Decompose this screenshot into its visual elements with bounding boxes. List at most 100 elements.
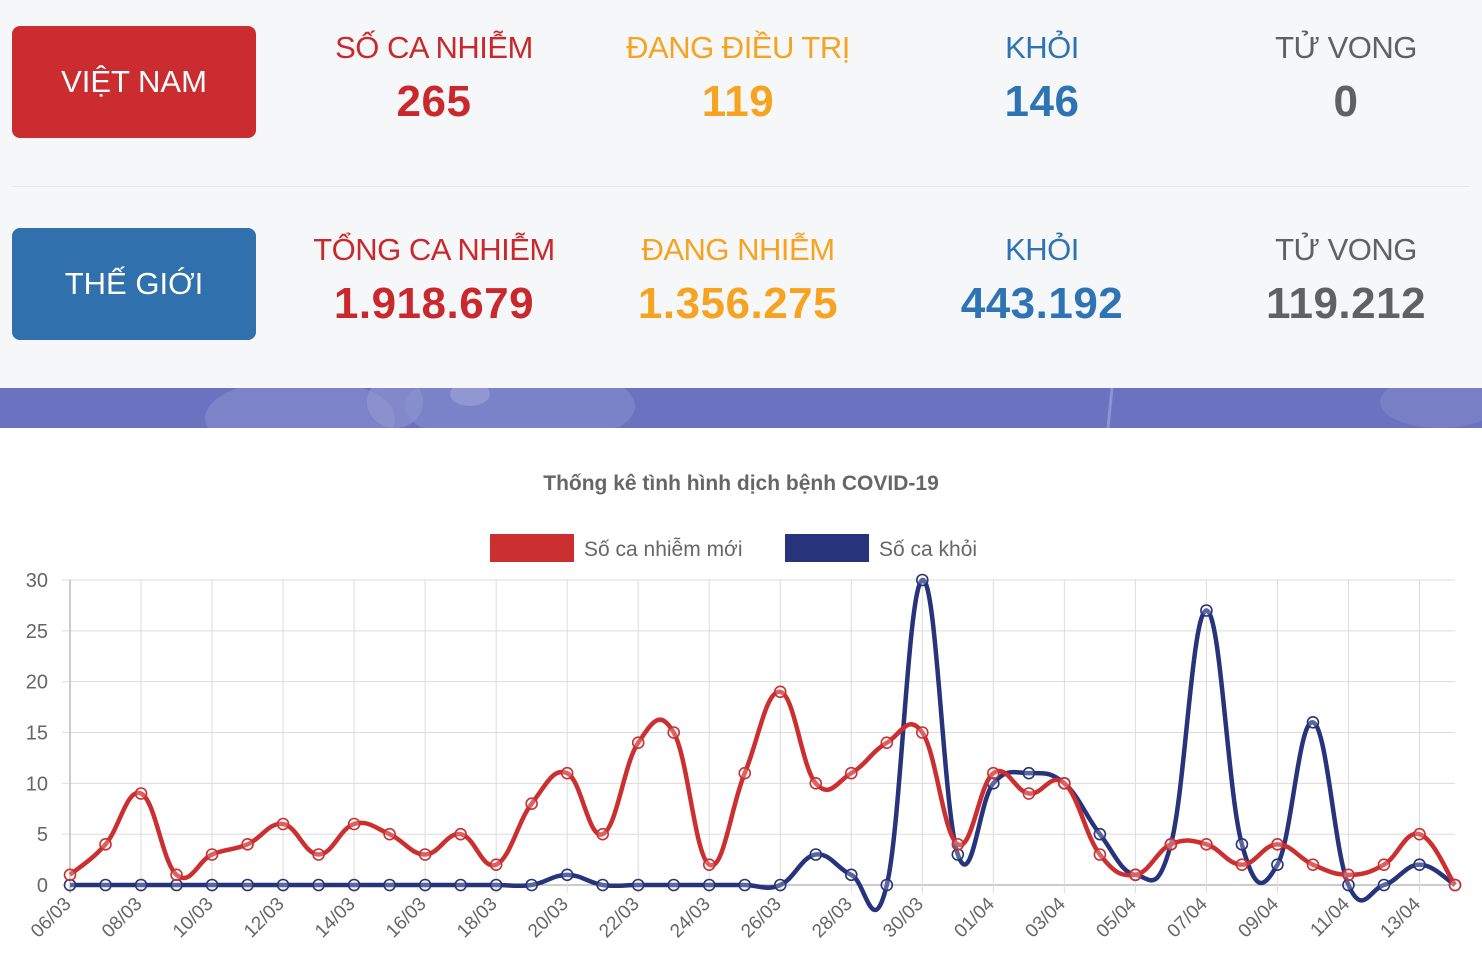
legend-label-new-cases[interactable]: Số ca nhiễm mới [584, 538, 743, 561]
data-point[interactable] [880, 878, 894, 892]
data-point[interactable] [1448, 878, 1462, 892]
data-point[interactable] [809, 777, 823, 790]
x-tick-label: 03/04 [1021, 893, 1070, 942]
data-point[interactable] [916, 726, 929, 739]
data-point[interactable] [241, 838, 254, 851]
data-point[interactable] [738, 878, 752, 892]
x-tick-label: 05/04 [1092, 893, 1141, 942]
data-point[interactable] [1093, 827, 1107, 841]
data-point[interactable] [1200, 604, 1213, 617]
data-point[interactable] [1058, 777, 1071, 790]
data-point[interactable] [1022, 766, 1036, 780]
data-point[interactable] [312, 848, 325, 861]
data-point[interactable] [312, 878, 325, 892]
vietnam-stats-row: VIỆT NAM SỐ CA NHIỄM 265 ĐANG ĐIỀU TRỊ 1… [0, 10, 1482, 160]
data-point[interactable] [383, 827, 396, 841]
y-tick-label: 25 [26, 621, 48, 643]
x-tick-label: 08/03 [98, 894, 146, 942]
chart-legend: Số ca nhiễm mới Số ca khỏi [490, 534, 977, 562]
data-point[interactable] [1271, 838, 1284, 851]
data-point[interactable] [1200, 838, 1213, 851]
legend-swatch-new-cases[interactable] [490, 534, 574, 562]
data-point[interactable] [170, 878, 183, 892]
data-point[interactable] [1413, 858, 1426, 871]
data-point[interactable] [241, 878, 254, 892]
legend-swatch-recovered[interactable] [785, 534, 869, 562]
data-point[interactable] [1377, 858, 1391, 871]
data-point[interactable] [205, 878, 219, 892]
data-point[interactable] [1342, 868, 1355, 882]
data-point[interactable] [916, 573, 929, 587]
legend-label-recovered[interactable]: Số ca khỏi [879, 538, 977, 561]
world-active-value: 1.356.275 [637, 279, 839, 328]
data-point[interactable] [1164, 838, 1178, 851]
vietnam-button[interactable]: VIỆT NAM [12, 26, 256, 138]
x-tick-label: 14/03 [311, 894, 359, 942]
data-point[interactable] [844, 766, 858, 780]
data-point[interactable] [631, 736, 645, 749]
data-point[interactable] [1413, 827, 1426, 841]
covid-line-chart: Thống kê tình hình dịch bệnh COVID-19 Số… [26, 472, 1462, 942]
data-point[interactable] [880, 736, 894, 749]
data-point[interactable] [1377, 878, 1391, 892]
y-tick-label: 5 [37, 824, 48, 846]
data-point[interactable] [560, 766, 574, 780]
x-tick-label: 10/03 [169, 894, 217, 942]
data-point[interactable] [1306, 716, 1320, 729]
data-point[interactable] [844, 868, 858, 882]
data-point[interactable] [525, 878, 538, 892]
data-point[interactable] [99, 838, 112, 851]
data-point[interactable] [1093, 848, 1107, 861]
data-point[interactable] [951, 848, 965, 861]
data-point[interactable] [489, 858, 503, 871]
data-point[interactable] [738, 766, 752, 780]
data-point[interactable] [1129, 868, 1142, 882]
data-point[interactable] [631, 878, 645, 892]
data-point[interactable] [454, 827, 467, 841]
data-point[interactable] [63, 878, 77, 892]
data-point[interactable] [1235, 838, 1249, 851]
data-point[interactable] [1022, 787, 1036, 800]
data-point[interactable] [596, 827, 609, 841]
data-point[interactable] [276, 817, 290, 831]
data-point[interactable] [276, 878, 290, 892]
data-point[interactable] [1306, 858, 1320, 871]
x-tick-label: 11/04 [1307, 893, 1355, 941]
data-point[interactable] [347, 878, 361, 892]
data-point[interactable] [667, 726, 681, 739]
data-point[interactable] [773, 878, 787, 892]
data-point[interactable] [205, 848, 219, 861]
world-deaths-value: 119.212 [1265, 279, 1427, 328]
data-point[interactable] [951, 838, 965, 851]
data-point[interactable] [702, 878, 716, 892]
data-point[interactable] [418, 878, 432, 892]
data-point[interactable] [667, 878, 681, 892]
data-point[interactable] [525, 797, 538, 810]
data-point[interactable] [347, 817, 361, 831]
data-point[interactable] [134, 878, 148, 892]
y-tick-label: 30 [26, 570, 48, 592]
data-point[interactable] [1342, 878, 1355, 892]
data-point[interactable] [809, 848, 823, 861]
vn-infected-value: 265 [396, 77, 472, 126]
data-point[interactable] [418, 848, 432, 861]
data-point[interactable] [489, 878, 503, 892]
vn-deaths-stat: TỬ VONG 0 [1196, 28, 1482, 134]
data-point[interactable] [1271, 858, 1284, 871]
data-point[interactable] [702, 858, 716, 871]
data-point[interactable] [560, 868, 574, 882]
data-point[interactable] [383, 878, 396, 892]
data-point[interactable] [1235, 858, 1249, 871]
data-point[interactable] [987, 766, 1000, 780]
data-point[interactable] [63, 868, 77, 882]
data-point[interactable] [596, 878, 609, 892]
data-point[interactable] [99, 878, 112, 892]
series-new-cases [63, 685, 1462, 892]
x-axis: 06/03 08/03 10/03 12/03 14/03 16/03 18/03 20/03… [27, 893, 1425, 942]
data-point[interactable] [170, 868, 183, 882]
world-recovered-label: KHỎI [1005, 232, 1079, 267]
world-button[interactable]: THẾ GIỚI [12, 228, 256, 340]
data-point[interactable] [773, 685, 787, 699]
data-point[interactable] [454, 878, 467, 892]
data-point[interactable] [134, 787, 148, 800]
